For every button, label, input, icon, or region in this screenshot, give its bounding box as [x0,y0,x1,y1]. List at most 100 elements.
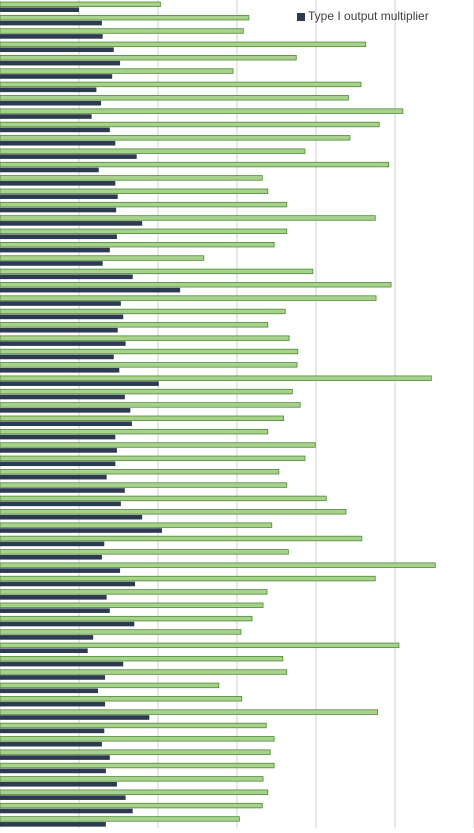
bar [0,295,377,301]
bar [0,495,327,502]
bar [0,268,314,275]
bar [0,541,105,547]
bar [0,749,271,755]
bar [0,308,286,315]
bar [0,95,349,101]
bar [0,822,106,827]
bar [0,362,298,368]
bar [0,247,110,253]
bar [0,154,137,159]
bar [0,188,269,194]
legend-label: Type I output multiplier [308,9,429,23]
bar [0,789,269,795]
bar [0,341,126,346]
bar [0,568,121,573]
bar [0,509,347,515]
bar [0,434,116,440]
bar [0,388,293,395]
bar [0,28,244,34]
bar [0,455,306,462]
bar [0,234,117,240]
bar [0,41,367,48]
bar [0,20,102,26]
bar [0,808,133,814]
bar [0,201,288,208]
bar [0,47,114,53]
bar [0,755,110,760]
bar [0,140,116,146]
bar [0,194,118,199]
bar [0,108,404,114]
bar [0,81,362,88]
bar [0,522,273,528]
bar [0,207,117,213]
bar [0,802,263,809]
bar [0,367,120,373]
bar [0,375,432,381]
bar [0,181,116,186]
bar [0,301,121,306]
bar [0,722,267,729]
bar [0,55,297,61]
bar [0,728,105,734]
bar [0,635,94,640]
bar [0,415,285,421]
bar [0,228,288,235]
bar [0,335,290,341]
bar [0,408,131,413]
bar [0,642,400,649]
bar [0,255,205,261]
bar [0,381,159,386]
bar [0,469,280,475]
bar [0,575,376,582]
bar [0,602,264,608]
bar [0,114,92,119]
bar [0,581,136,587]
bar [0,161,390,168]
bar [0,167,99,173]
bar [0,1,161,7]
bar [0,448,117,453]
bar [0,562,436,568]
bar [0,482,288,488]
bar [0,322,269,328]
bar [0,34,103,39]
bar [0,428,269,435]
bar [0,768,106,774]
bar [0,781,117,787]
bar [0,688,98,694]
bar [0,402,301,408]
bar [0,762,275,769]
bar [0,696,243,702]
bar [0,554,102,560]
bar [0,615,253,622]
bar [0,741,102,747]
bar [0,60,121,66]
bar [0,421,132,426]
bar [0,701,106,707]
bar [0,215,376,221]
bar [0,514,143,520]
bar [0,127,110,133]
bar [0,528,162,533]
bar [0,314,124,320]
bar [0,608,110,613]
bar [0,135,351,141]
bar [0,501,121,507]
bar [0,354,114,360]
bar [0,121,380,128]
bar [0,461,116,467]
bar [0,175,263,181]
bar [0,535,363,542]
bar [0,675,106,680]
bar [0,629,242,635]
bar [0,661,124,667]
bar [0,621,135,627]
bar [0,709,379,715]
bar [0,287,181,293]
bar [0,100,102,106]
bar [0,68,234,74]
bar [0,442,316,448]
bar [0,87,97,93]
